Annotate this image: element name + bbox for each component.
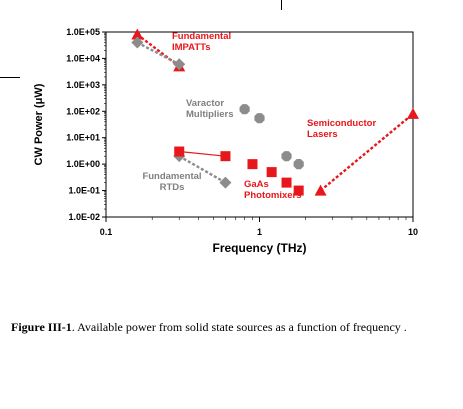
- square-marker: [247, 159, 258, 170]
- y-tick-label: 1.0E+03: [66, 80, 100, 90]
- y-tick-label: 1.0E-01: [68, 186, 100, 196]
- annotation-label: Multipliers: [186, 109, 234, 120]
- annotation-label: GaAs: [244, 179, 269, 190]
- series-line: [136, 41, 180, 66]
- annotation-label: Fundamental: [142, 171, 201, 182]
- annotation-label: Photomixers: [244, 190, 302, 201]
- x-tick-label: 1: [257, 227, 262, 237]
- circle-marker: [281, 151, 292, 162]
- annotation-label: IMPATTs: [172, 42, 211, 53]
- diamond-marker: [173, 58, 186, 71]
- square-marker: [281, 177, 292, 188]
- caption-text: . Available power from solid state sourc…: [71, 320, 407, 334]
- diamond-marker: [131, 36, 144, 49]
- stray-horizontal-line: [0, 77, 20, 78]
- triangle-marker: [131, 28, 144, 40]
- square-marker: [293, 185, 304, 196]
- x-tick-label: 10: [408, 227, 418, 237]
- y-tick-label: 1.0E+05: [66, 27, 100, 37]
- annotation-label: Lasers: [307, 129, 338, 140]
- series-line: [319, 112, 414, 192]
- axes-layer: 1.0E-02 1.0E-01 1.0E+00 1.0E+01 1.0E+02 1.0E+…: [66, 27, 418, 237]
- diamond-marker: [219, 176, 232, 189]
- annotation-label: Fundamental: [172, 31, 231, 42]
- y-tick-label: 1.0E+00: [66, 159, 100, 169]
- series-line: [136, 33, 180, 68]
- annotation-label: Varactor: [186, 98, 224, 109]
- annotation-label: RTDs: [160, 182, 185, 193]
- power-frequency-chart: 1.0E-02 1.0E-01 1.0E+00 1.0E+01 1.0E+02 1.0E+…: [33, 27, 419, 255]
- y-tick-label: 1.0E-02: [68, 212, 100, 222]
- x-axis-label: Frequency (THz): [212, 241, 306, 255]
- annotation-label: Semiconductor: [307, 118, 376, 129]
- square-marker: [174, 146, 185, 157]
- square-marker: [266, 167, 277, 178]
- y-axis-label: CW Power (μW): [33, 83, 45, 165]
- circle-marker: [254, 113, 265, 124]
- square-marker: [220, 151, 231, 162]
- stray-vertical-line: [281, 0, 282, 10]
- data-marks-layer: [131, 28, 419, 196]
- triangle-marker: [407, 107, 419, 119]
- figure-caption: Figure III-1. Available power from solid…: [11, 320, 431, 335]
- series-line: [179, 150, 226, 157]
- triangle-marker: [314, 184, 327, 196]
- y-tick-label: 1.0E+02: [66, 106, 100, 116]
- caption-label: Figure III-1: [11, 320, 72, 334]
- y-tick-label: 1.0E+01: [66, 133, 100, 143]
- series-lines-layer: [136, 33, 414, 192]
- circle-marker: [293, 159, 304, 170]
- series-line: [178, 155, 227, 184]
- circle-marker: [239, 104, 250, 115]
- x-tick-label: 0.1: [100, 227, 113, 237]
- annotations-layer: FundamentalIMPATTsVaractorMultipliersSem…: [142, 31, 376, 201]
- y-tick-label: 1.0E+04: [66, 53, 100, 63]
